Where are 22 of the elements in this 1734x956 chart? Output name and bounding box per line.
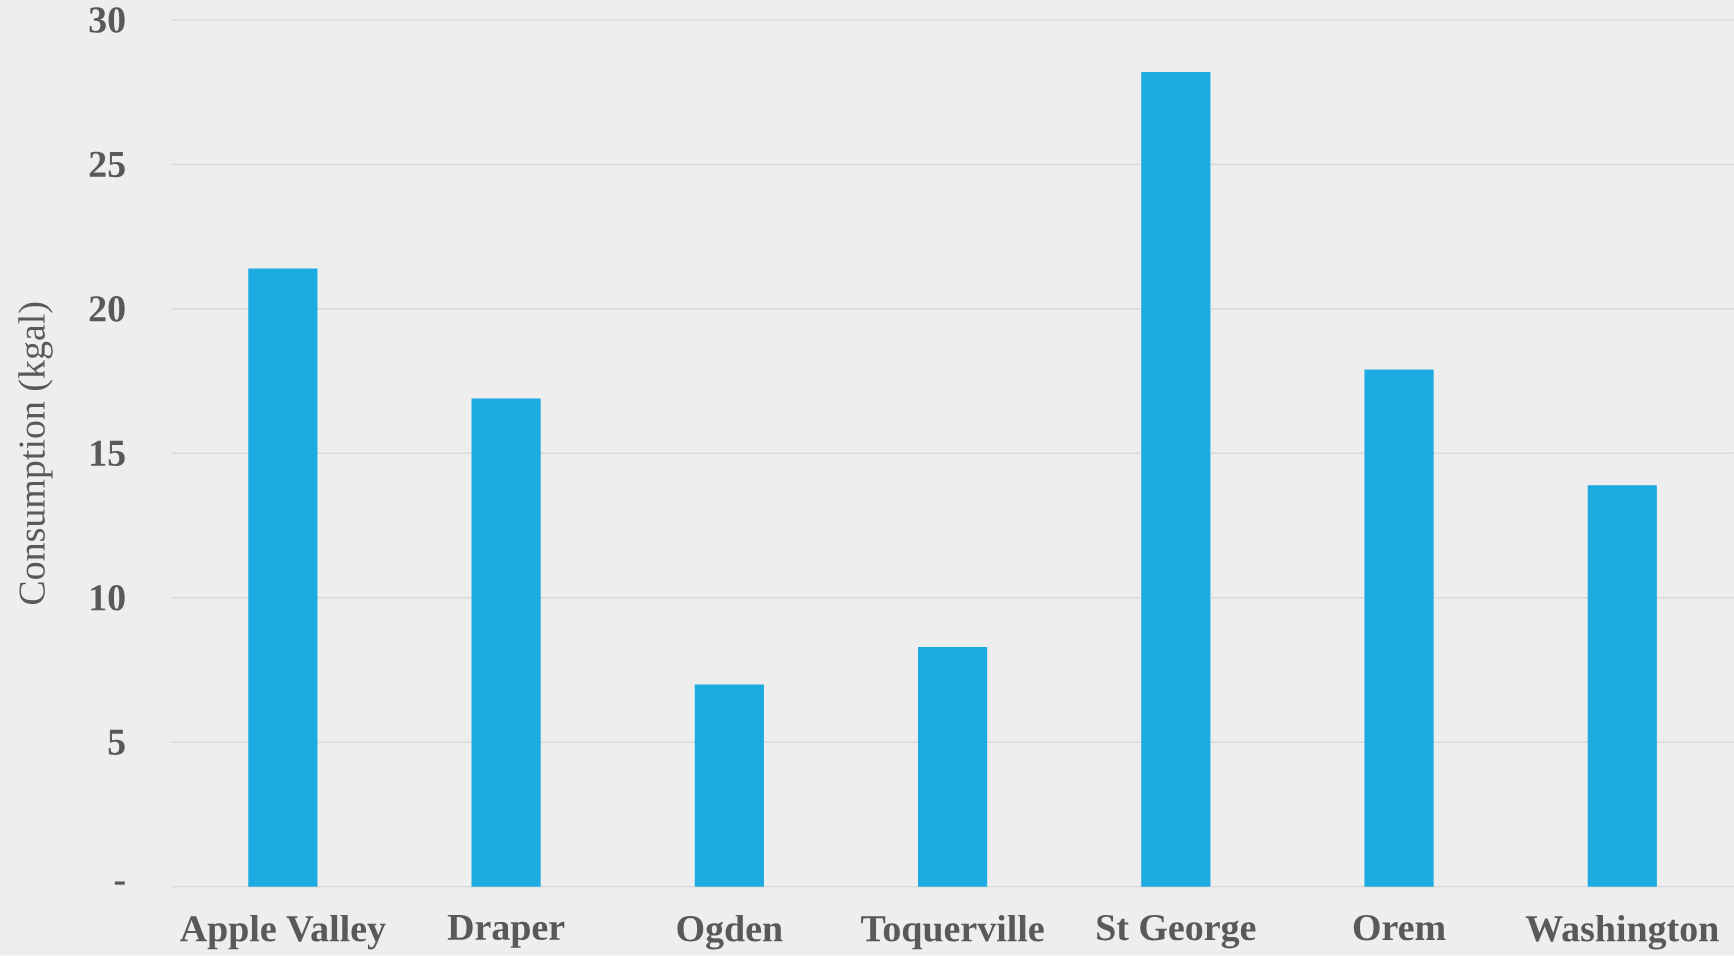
- y-tick-label: 25: [89, 151, 125, 178]
- x-tick-label: Orem: [1353, 915, 1446, 941]
- bar: [1364, 369, 1434, 887]
- y-tick-label: 30: [89, 7, 125, 33]
- y-tick-label: -: [114, 881, 125, 885]
- y-tick-label: 5: [108, 729, 125, 756]
- bar: [248, 268, 318, 887]
- x-tick-label: Apple Valley: [180, 915, 386, 950]
- x-tick-label: Washington: [1525, 915, 1719, 950]
- bar: [1141, 72, 1211, 887]
- y-axis-title: Consumption (kgal): [18, 302, 53, 605]
- bar: [471, 398, 541, 887]
- y-tick-label: 10: [91, 585, 125, 611]
- x-tick-label: Ogden: [677, 915, 783, 950]
- bar: [1587, 485, 1657, 887]
- y-tick-label: 20: [89, 296, 125, 322]
- bar: [694, 684, 764, 887]
- bar: [917, 647, 988, 887]
- x-tick-label: Toquerville: [861, 915, 1044, 950]
- y-tick-label: 15: [91, 440, 125, 467]
- x-tick-label: Draper: [447, 915, 565, 948]
- x-tick-label: St George: [1097, 915, 1256, 949]
